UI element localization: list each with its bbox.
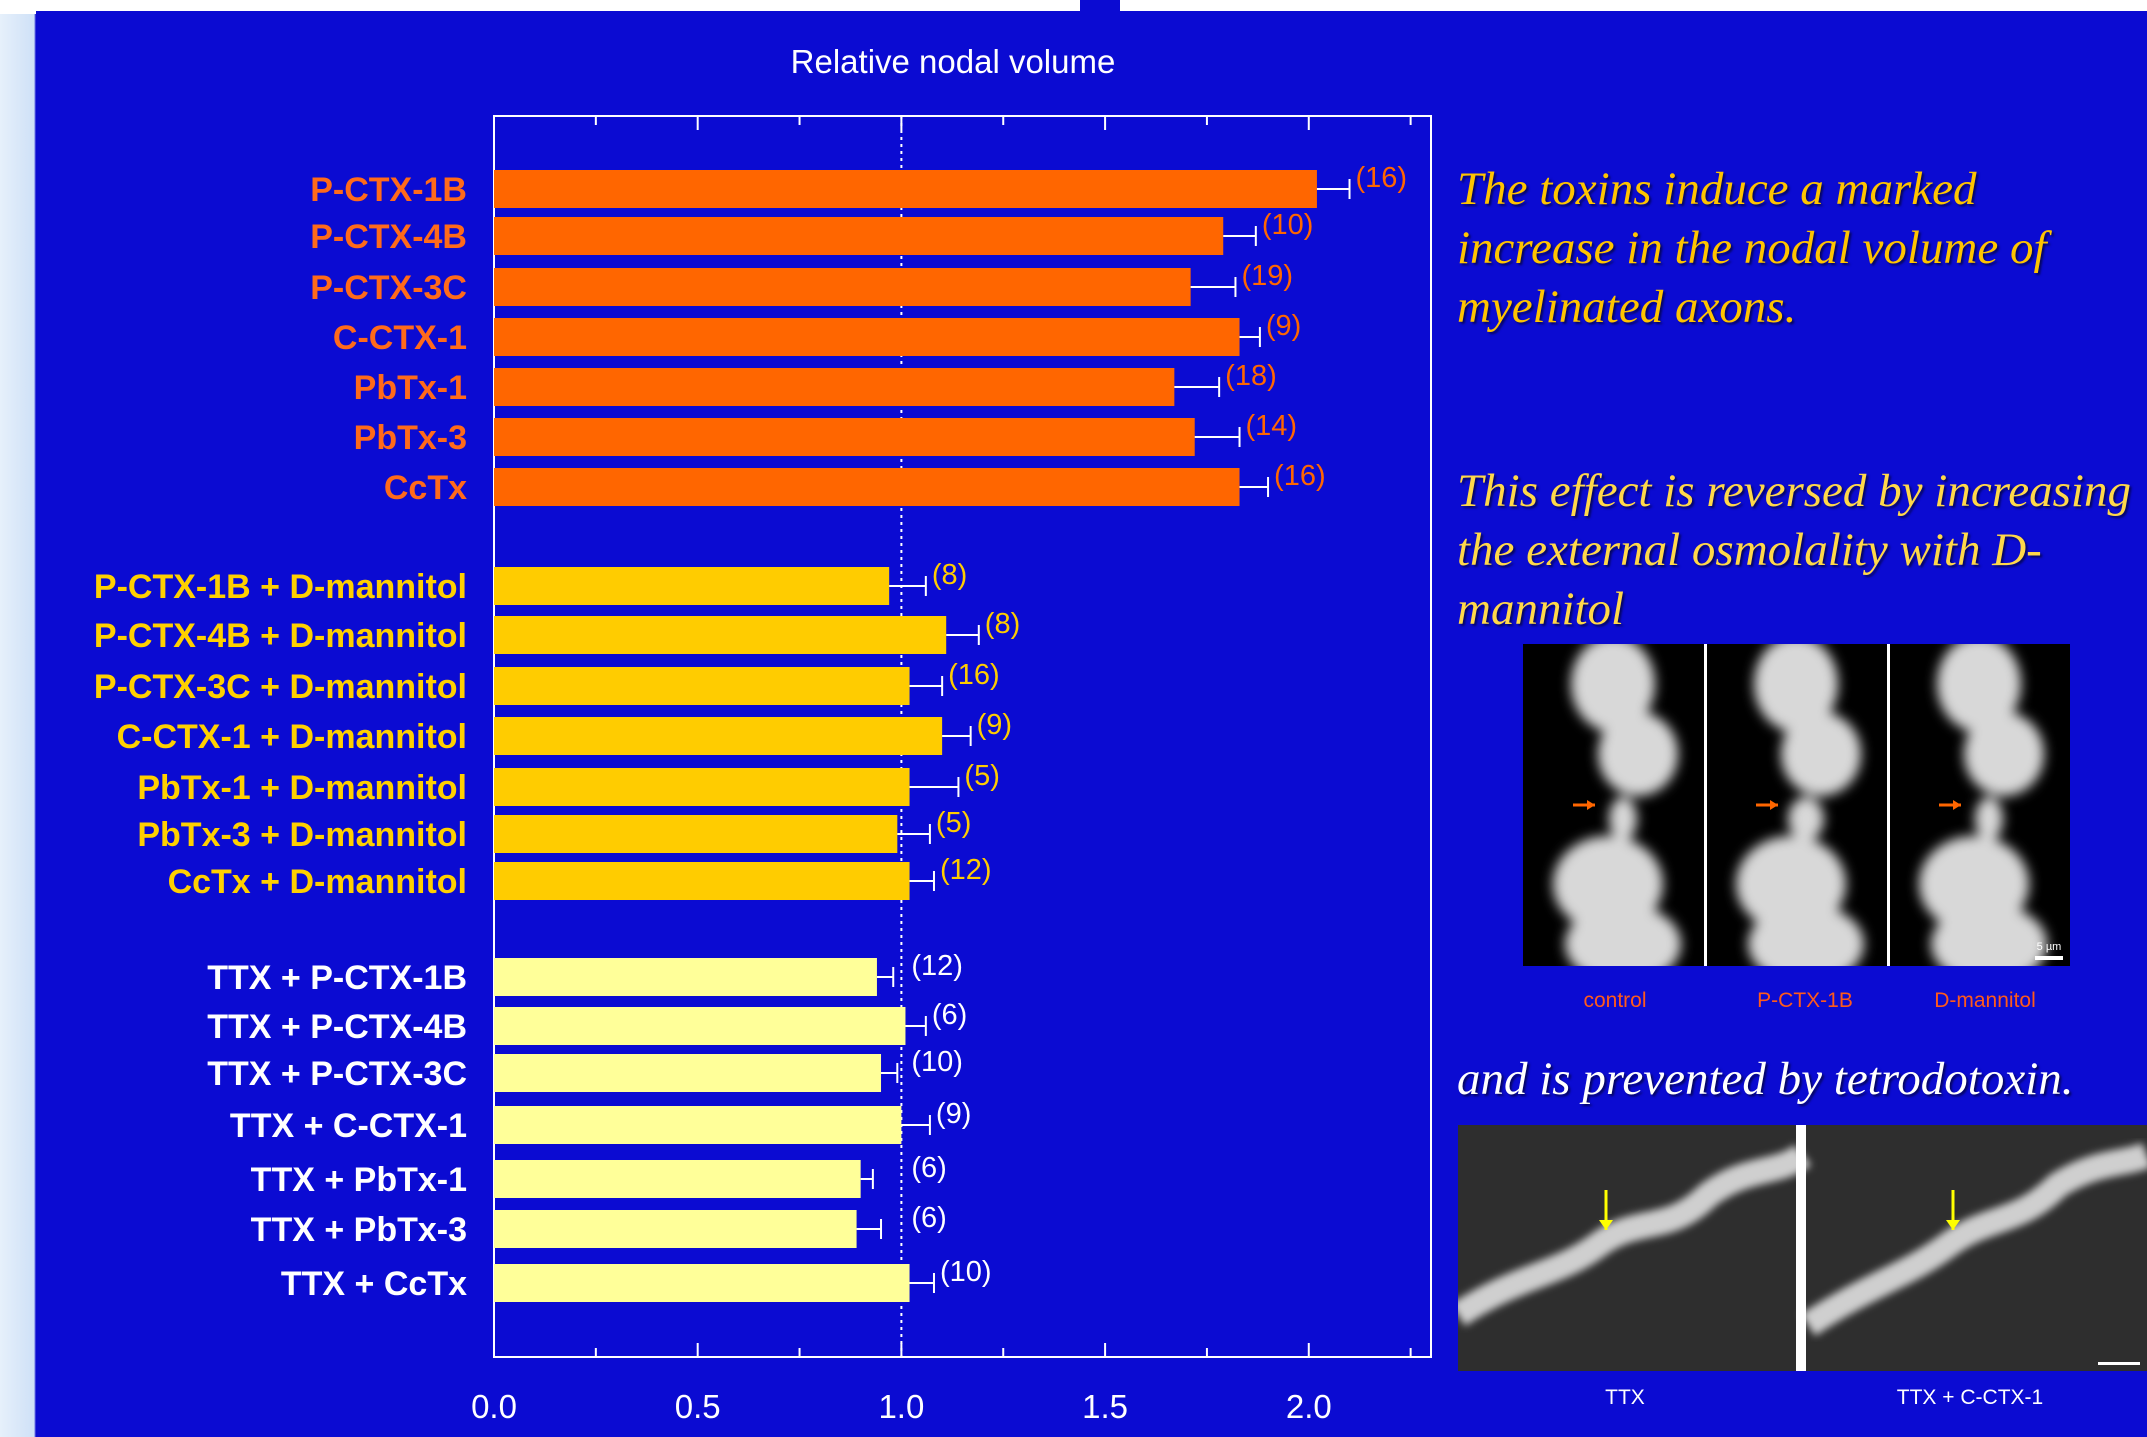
category-label: TTX + P-CTX-1B [207,959,467,997]
category-label: P-CTX-1B + D-mannitol [94,568,467,606]
category-label: TTX + PbTx-1 [251,1161,467,1199]
arrow-icon-head [1953,800,1961,810]
micrograph-label-ttx: TTX [1605,1386,1645,1409]
n-label: (8) [932,559,967,591]
bar [494,667,910,705]
n-label: (12) [940,854,992,886]
category-label: C-CTX-1 [333,319,467,357]
caption-line: mannitol [1457,583,1625,635]
bar [494,1007,906,1045]
n-label: (16) [1274,460,1326,492]
category-label: CcTx [384,469,467,507]
bar [494,170,1317,208]
x-tick-label: 1.5 [1082,1388,1128,1425]
category-label: PbTx-1 + D-mannitol [137,769,467,807]
category-label: PbTx-3 [354,419,467,457]
bar [494,958,877,996]
n-label: (10) [1262,209,1314,241]
micrograph-ttx-image [1458,1125,2147,1371]
n-label: (8) [985,608,1020,640]
n-label: (6) [911,1202,946,1234]
caption-toxins-increase: The toxins induce a marked increase in t… [1457,163,2047,333]
node-arrow-icons-ttx [1599,1190,1960,1230]
n-label: (5) [964,760,999,792]
top-border-gap [1080,0,1120,11]
x-tick-label: 0.5 [675,1388,721,1425]
bar [494,567,890,605]
caption-line: the external osmolality with D- [1457,524,2042,576]
arrow-icon-head [1599,1220,1613,1230]
category-label: P-CTX-1B [310,171,467,209]
x-tick-label: 2.0 [1286,1388,1332,1425]
category-label: P-CTX-3C + D-mannitol [94,668,467,706]
n-label: (16) [948,659,1000,691]
micrograph-mannitol-set: 5 µm [1523,644,2070,966]
x-tick-label: 0.0 [471,1388,517,1425]
bar [494,1210,857,1248]
category-label: TTX + C-CTX-1 [230,1107,467,1145]
n-label: (18) [1225,360,1277,392]
bar [494,1054,882,1092]
bar [494,717,943,755]
category-label: P-CTX-4B + D-mannitol [94,617,467,655]
n-label: (12) [911,950,963,982]
arrow-icon-head [1946,1220,1960,1230]
bar [494,862,910,900]
bar [494,268,1191,306]
category-label: PbTx-1 [354,369,467,407]
n-label: (9) [977,709,1012,741]
bar [494,616,947,654]
bar [494,418,1195,456]
node-arrow-icons [1573,800,1961,810]
n-label: (9) [1266,310,1301,342]
n-label: (14) [1246,410,1298,442]
bar [494,468,1240,506]
n-label: (9) [936,1098,971,1130]
category-label: P-CTX-3C [310,269,467,307]
n-label: (6) [932,999,967,1031]
arrow-icon-head [1587,800,1595,810]
category-label: C-CTX-1 + D-mannitol [117,718,467,756]
micrograph-label-dmannitol: D-mannitol [1934,989,2036,1012]
category-label: TTX + P-CTX-4B [207,1008,467,1046]
n-label: (6) [911,1152,946,1184]
micrograph-ttx-set [1458,1125,2147,1371]
bar [494,318,1240,356]
bar [494,1264,910,1302]
x-tick-label: 1.0 [878,1388,924,1425]
n-label: (10) [911,1046,963,1078]
category-label: P-CTX-4B [310,218,467,256]
category-label: TTX + P-CTX-3C [207,1055,467,1093]
scale-bar-label: 5 µm [2037,941,2062,953]
n-label: (16) [1356,162,1408,194]
n-label: (5) [936,807,971,839]
micrograph-label-pctx1b: P-CTX-1B [1757,989,1853,1012]
category-label: TTX + CcTx [281,1265,467,1303]
bar [494,1160,861,1198]
micrograph-label-ttx-cctx1: TTX + C-CTX-1 [1896,1386,2044,1409]
bar [494,1106,902,1144]
caption-ttx-prevention: and is prevented by tetrodotoxin. [1457,1053,2074,1105]
bar [494,815,898,853]
n-label: (19) [1241,260,1293,292]
caption-line: This effect is reversed by increasing [1457,465,2131,517]
caption-mannitol-reversal: This effect is reversed by increasing th… [1457,462,2147,639]
arrow-icon-head [1770,800,1778,810]
bar [494,368,1175,406]
bar [494,768,910,806]
category-label: CcTx + D-mannitol [168,863,467,901]
category-label: PbTx-3 + D-mannitol [137,816,467,854]
bar [494,217,1224,255]
top-left-strip [0,0,36,14]
micrograph-mannitol-image: 5 µm [1553,644,2063,966]
n-label: (10) [940,1256,992,1288]
micrograph-label-control: control [1583,989,1647,1012]
chart-title: Relative nodal volume [791,43,1116,80]
category-label: TTX + PbTx-3 [251,1211,467,1249]
chart-plot-area: 0.0 0.5 1.0 1.5 2.0 P-CTX-1B (16) P-CTX-4B (10) P… [94,115,1432,1425]
